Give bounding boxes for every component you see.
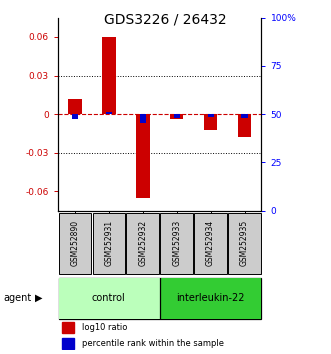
Bar [62,322,74,333]
FancyBboxPatch shape [161,278,261,319]
FancyBboxPatch shape [194,213,227,274]
Text: GSM252935: GSM252935 [240,220,249,267]
FancyBboxPatch shape [228,213,261,274]
FancyBboxPatch shape [59,278,261,319]
Bar [72,114,78,119]
Text: log10 ratio: log10 ratio [82,323,128,332]
Text: GSM252890: GSM252890 [71,220,79,267]
Bar [106,112,112,114]
Bar [174,114,180,118]
Bar [242,114,248,118]
Text: interleukin-22: interleukin-22 [176,293,245,303]
Text: GSM252934: GSM252934 [206,220,215,267]
Text: GSM252932: GSM252932 [138,220,147,267]
Bar [62,338,74,349]
Bar [208,114,213,117]
Bar [238,114,251,137]
Text: agent: agent [3,293,31,303]
FancyBboxPatch shape [126,213,159,274]
Text: control: control [92,293,126,303]
Text: percentile rank within the sample: percentile rank within the sample [82,339,224,348]
Text: ▶: ▶ [35,293,42,303]
FancyBboxPatch shape [59,278,160,319]
FancyBboxPatch shape [161,213,193,274]
Bar [204,114,217,130]
Bar [140,114,146,123]
Text: GSM252933: GSM252933 [172,220,181,267]
Bar [68,99,82,114]
Text: GDS3226 / 26432: GDS3226 / 26432 [104,12,227,27]
Bar [136,114,150,198]
Bar [102,37,116,114]
Text: GSM252931: GSM252931 [104,220,113,267]
Bar [170,114,183,119]
FancyBboxPatch shape [59,213,91,274]
FancyBboxPatch shape [93,213,125,274]
